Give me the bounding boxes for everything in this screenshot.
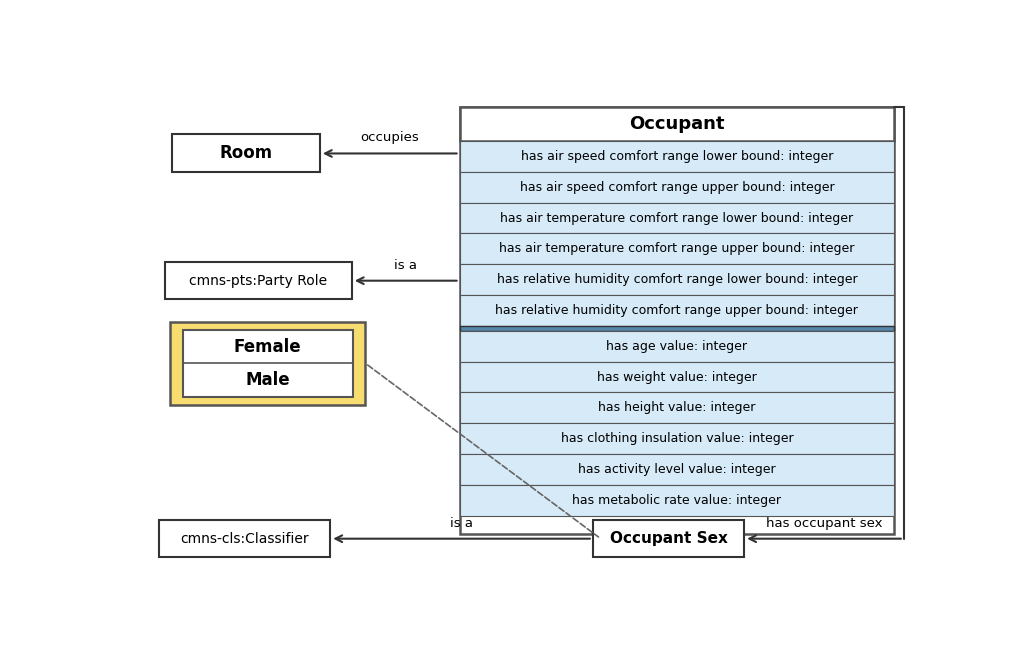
Text: is a: is a (450, 516, 473, 530)
FancyBboxPatch shape (460, 295, 894, 326)
FancyBboxPatch shape (183, 330, 353, 397)
Text: has air temperature comfort range upper bound: integer: has air temperature comfort range upper … (499, 242, 854, 256)
FancyBboxPatch shape (460, 172, 894, 202)
FancyBboxPatch shape (158, 520, 330, 557)
FancyBboxPatch shape (460, 233, 894, 264)
Text: cmns-pts:Party Role: cmns-pts:Party Role (189, 274, 327, 288)
FancyBboxPatch shape (460, 485, 894, 516)
Text: Female: Female (234, 338, 301, 355)
Text: Room: Room (219, 145, 273, 162)
Text: has weight value: integer: has weight value: integer (597, 371, 756, 384)
Text: has activity level value: integer: has activity level value: integer (578, 463, 776, 476)
Text: Occupant Sex: Occupant Sex (609, 532, 728, 546)
Text: has metabolic rate value: integer: has metabolic rate value: integer (572, 493, 781, 507)
Text: Occupant: Occupant (629, 115, 724, 133)
Text: is a: is a (394, 259, 417, 271)
FancyBboxPatch shape (460, 141, 894, 172)
FancyBboxPatch shape (460, 454, 894, 485)
FancyBboxPatch shape (460, 106, 894, 534)
Text: has relative humidity comfort range lower bound: integer: has relative humidity comfort range lowe… (497, 273, 857, 286)
FancyBboxPatch shape (460, 361, 894, 392)
FancyBboxPatch shape (460, 264, 894, 295)
FancyBboxPatch shape (460, 423, 894, 454)
FancyBboxPatch shape (173, 135, 320, 172)
FancyBboxPatch shape (170, 322, 365, 405)
Text: has occupant sex: has occupant sex (766, 516, 882, 530)
FancyBboxPatch shape (460, 326, 894, 331)
Text: has age value: integer: has age value: integer (606, 340, 747, 353)
Text: cmns-cls:Classifier: cmns-cls:Classifier (180, 532, 309, 546)
Text: has relative humidity comfort range upper bound: integer: has relative humidity comfort range uppe… (495, 304, 858, 317)
FancyBboxPatch shape (165, 263, 352, 299)
FancyBboxPatch shape (460, 106, 894, 141)
Text: occupies: occupies (360, 131, 419, 145)
Text: has height value: integer: has height value: integer (598, 401, 755, 415)
Text: has clothing insulation value: integer: has clothing insulation value: integer (561, 432, 793, 445)
Text: has air speed comfort range lower bound: integer: has air speed comfort range lower bound:… (521, 150, 833, 163)
Text: Male: Male (246, 371, 290, 389)
FancyBboxPatch shape (460, 202, 894, 233)
FancyBboxPatch shape (460, 331, 894, 361)
Text: has air speed comfort range upper bound: integer: has air speed comfort range upper bound:… (520, 181, 835, 194)
FancyBboxPatch shape (460, 392, 894, 423)
Text: has air temperature comfort range lower bound: integer: has air temperature comfort range lower … (500, 212, 853, 225)
FancyBboxPatch shape (593, 520, 744, 557)
